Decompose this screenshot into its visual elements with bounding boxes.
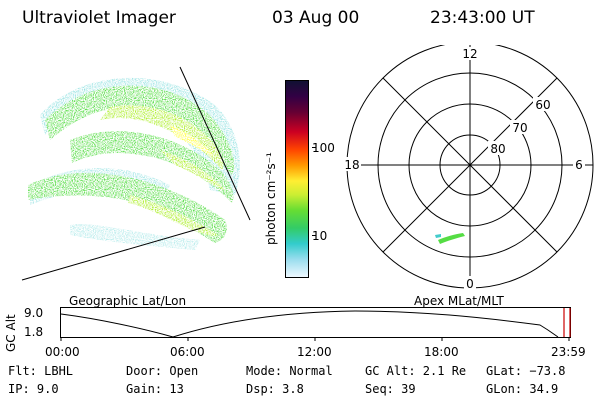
colorbar	[285, 80, 309, 278]
timeline-x-tick-1800: 18:00	[424, 345, 459, 359]
status-mode: Mode: Normal	[246, 364, 333, 378]
timeline-x-tick-1200: 12:00	[297, 345, 332, 359]
timeline-right-label: Apex MLat/MLT	[414, 294, 504, 308]
date-label: 03 Aug 00	[272, 8, 360, 28]
instrument-title: Ultraviolet Imager	[22, 8, 176, 28]
mlt-label-18: 18	[344, 158, 359, 172]
colorbar-tick-10: 10	[312, 229, 328, 243]
polar-aurora-patch	[435, 234, 441, 238]
timeline-left-label: Geographic Lat/Lon	[69, 294, 187, 308]
status-glat: GLat: −73.8	[486, 364, 566, 378]
lat-label-80: 80	[490, 142, 505, 156]
limb-line	[179, 66, 251, 221]
timeline-y-label: GC Alt	[4, 314, 18, 352]
status-glon: GLon: 34.9	[486, 382, 559, 396]
status-gc-alt: GC Alt: 2.1 Re	[365, 364, 467, 378]
timeline-y-tick-1.8: 1.8	[24, 325, 44, 339]
aurora-emission	[28, 77, 240, 250]
polar-meridian-diagonal	[382, 77, 558, 253]
status-door: Door: Open	[126, 364, 199, 378]
altitude-timeline	[60, 307, 571, 341]
status-gain: Gain: 13	[126, 382, 184, 396]
mlt-label-6: 6	[575, 158, 583, 172]
timeline-y-tick-9: 9.0	[24, 306, 44, 320]
lat-label-60: 60	[535, 98, 550, 112]
lat-label-70: 70	[512, 121, 527, 135]
timeline-x-tick-0000: 00:00	[45, 345, 80, 359]
timeline-x-tick-2359: 23:59	[551, 345, 586, 359]
geographic-image	[21, 66, 251, 281]
timeline-x-tick-0600: 06:00	[170, 345, 205, 359]
polar-plot: 12 18 6 0 60 70 80	[343, 45, 594, 290]
altitude-curve	[60, 310, 559, 338]
status-filter: Flt: LBHL	[8, 364, 74, 378]
status-seq: Seq: 39	[365, 382, 416, 396]
colorbar-tick-100: 100	[312, 141, 335, 155]
colorbar-tick-mark	[312, 235, 316, 236]
colorbar-tick-mark	[312, 147, 316, 148]
polar-aurora-patch	[438, 233, 465, 244]
terminator-line	[21, 226, 206, 281]
status-dsp: Dsp: 3.8	[246, 382, 304, 396]
colorbar-label: photon cm⁻²s⁻¹	[264, 152, 278, 245]
status-ip: IP: 9.0	[8, 382, 59, 396]
mlt-label-12: 12	[462, 47, 477, 61]
time-label: 23:43:00 UT	[430, 8, 535, 28]
mlt-label-0: 0	[466, 277, 474, 290]
